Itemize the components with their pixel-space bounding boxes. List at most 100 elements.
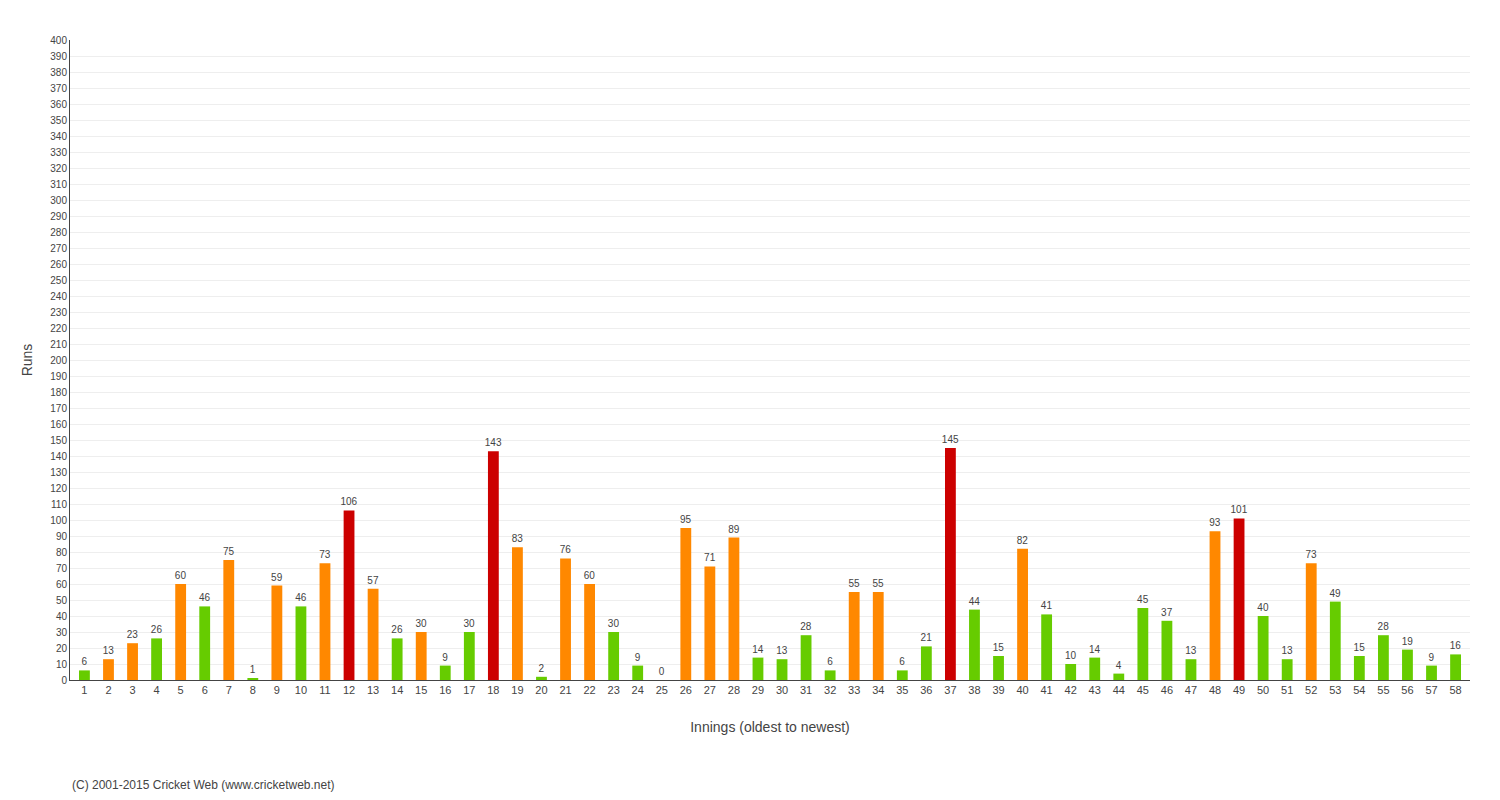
svg-text:1: 1 [81,684,87,696]
svg-text:380: 380 [50,67,67,78]
svg-text:30: 30 [776,684,788,696]
svg-text:16: 16 [1450,640,1462,651]
svg-text:22: 22 [583,684,595,696]
svg-text:13: 13 [103,645,115,656]
svg-text:60: 60 [56,579,68,590]
svg-text:220: 220 [50,323,67,334]
svg-text:46: 46 [1161,684,1173,696]
svg-text:71: 71 [704,552,716,563]
svg-text:42: 42 [1065,684,1077,696]
svg-text:39: 39 [992,684,1004,696]
svg-text:2: 2 [538,663,544,674]
svg-text:330: 330 [50,147,67,158]
svg-text:Runs: Runs [19,344,35,377]
svg-text:320: 320 [50,163,67,174]
svg-text:30: 30 [464,618,476,629]
svg-text:240: 240 [50,291,67,302]
svg-text:9: 9 [274,684,280,696]
svg-text:80: 80 [56,547,68,558]
svg-text:6: 6 [899,656,905,667]
svg-text:400: 400 [50,35,67,46]
svg-text:26: 26 [151,624,163,635]
svg-text:93: 93 [1209,517,1221,528]
svg-text:145: 145 [942,434,959,445]
svg-text:9: 9 [1429,652,1435,663]
svg-text:47: 47 [1185,684,1197,696]
svg-text:5: 5 [178,684,184,696]
svg-text:32: 32 [824,684,836,696]
svg-text:360: 360 [50,99,67,110]
svg-text:13: 13 [1185,645,1197,656]
svg-text:28: 28 [1378,621,1390,632]
svg-text:55: 55 [872,578,884,589]
svg-text:106: 106 [340,496,357,507]
svg-text:41: 41 [1041,600,1053,611]
svg-text:73: 73 [319,549,331,560]
svg-text:Innings (oldest to newest): Innings (oldest to newest) [690,719,850,735]
svg-text:100: 100 [50,515,67,526]
svg-text:10: 10 [295,684,307,696]
svg-text:70: 70 [56,563,68,574]
svg-text:270: 270 [50,243,67,254]
svg-text:143: 143 [485,437,502,448]
svg-text:30: 30 [608,618,620,629]
svg-text:300: 300 [50,195,67,206]
svg-text:33: 33 [848,684,860,696]
svg-text:55: 55 [848,578,860,589]
svg-text:310: 310 [50,179,67,190]
svg-text:28: 28 [800,621,812,632]
svg-text:48: 48 [1209,684,1221,696]
svg-text:8: 8 [250,684,256,696]
svg-text:14: 14 [752,644,764,655]
svg-text:10: 10 [1065,650,1077,661]
svg-text:18: 18 [487,684,499,696]
svg-text:30: 30 [56,627,68,638]
svg-text:36: 36 [920,684,932,696]
svg-text:12: 12 [343,684,355,696]
svg-text:180: 180 [50,387,67,398]
svg-text:44: 44 [969,596,981,607]
svg-text:37: 37 [1161,607,1173,618]
svg-text:45: 45 [1137,684,1149,696]
svg-text:60: 60 [175,570,187,581]
svg-text:6: 6 [827,656,833,667]
svg-text:1: 1 [250,664,256,675]
svg-text:52: 52 [1305,684,1317,696]
svg-text:15: 15 [415,684,427,696]
svg-text:13: 13 [776,645,788,656]
svg-text:23: 23 [608,684,620,696]
svg-text:83: 83 [512,533,524,544]
svg-text:260: 260 [50,259,67,270]
svg-text:82: 82 [1017,535,1029,546]
svg-text:10: 10 [56,659,68,670]
svg-text:160: 160 [50,419,67,430]
svg-text:31: 31 [800,684,812,696]
svg-text:56: 56 [1401,684,1413,696]
svg-text:3: 3 [129,684,135,696]
svg-text:340: 340 [50,131,67,142]
svg-text:75: 75 [223,546,235,557]
svg-text:46: 46 [295,592,307,603]
svg-text:210: 210 [50,339,67,350]
svg-text:20: 20 [56,643,68,654]
svg-text:6: 6 [202,684,208,696]
svg-text:6: 6 [81,656,87,667]
svg-text:190: 190 [50,371,67,382]
svg-text:0: 0 [61,675,67,686]
svg-text:76: 76 [560,544,572,555]
svg-text:110: 110 [51,499,67,510]
svg-text:43: 43 [1089,684,1101,696]
svg-text:51: 51 [1281,684,1293,696]
svg-text:170: 170 [50,403,67,414]
svg-text:26: 26 [391,624,403,635]
svg-text:53: 53 [1329,684,1341,696]
svg-text:11: 11 [319,684,330,696]
svg-text:14: 14 [391,684,403,696]
svg-text:13: 13 [1281,645,1293,656]
svg-text:49: 49 [1330,588,1342,599]
svg-text:27: 27 [704,684,716,696]
svg-text:45: 45 [1137,594,1149,605]
svg-text:58: 58 [1449,684,1461,696]
svg-text:17: 17 [463,684,475,696]
svg-text:29: 29 [752,684,764,696]
